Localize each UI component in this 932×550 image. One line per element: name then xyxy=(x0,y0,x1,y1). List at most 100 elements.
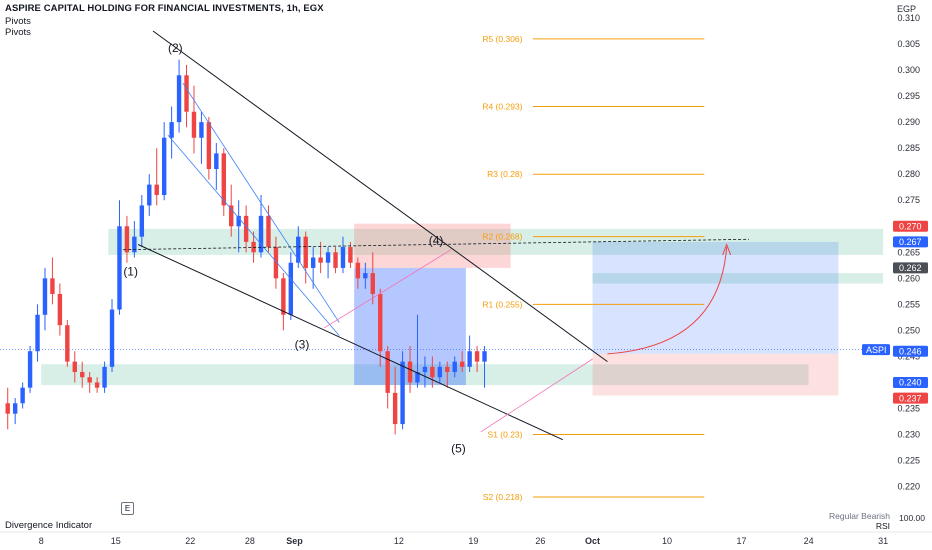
candle-body xyxy=(5,403,10,414)
time-tick-label: 24 xyxy=(804,536,814,546)
price-tick-label: 0.300 xyxy=(897,65,920,75)
price-tag-label: 0.270 xyxy=(899,222,922,232)
indicator-label-pivots-2[interactable]: Pivots xyxy=(5,27,31,38)
time-tick-label: 28 xyxy=(245,536,255,546)
candle-body xyxy=(27,351,33,388)
candle-body xyxy=(229,205,234,227)
pivot-label: R1 (0.255) xyxy=(482,299,522,309)
zones-layer xyxy=(0,223,884,396)
wave-label: (1) xyxy=(123,265,138,279)
candle-body xyxy=(258,215,264,253)
candle-body xyxy=(415,372,420,383)
pivot-label: S1 (0.23) xyxy=(488,430,523,440)
candle-body xyxy=(102,366,107,388)
candle-body xyxy=(42,278,48,315)
candle-body xyxy=(251,241,256,253)
price-tag xyxy=(893,262,928,274)
price-tick-label: 0.265 xyxy=(897,247,920,257)
candle-body xyxy=(467,351,472,367)
candle-body xyxy=(348,247,353,263)
time-tick-label: 17 xyxy=(737,536,747,546)
candle-body xyxy=(318,257,323,263)
channel-upper xyxy=(182,82,340,323)
price-tick-label: 0.260 xyxy=(897,273,920,283)
candle-body xyxy=(109,309,115,367)
candle-body xyxy=(474,351,480,362)
candle-body xyxy=(35,314,40,352)
candle-body xyxy=(132,236,137,253)
rsi-legend: Regular Bearish RSI xyxy=(829,511,890,531)
falling-wedge-upper xyxy=(152,30,608,363)
wave-label: (5) xyxy=(451,442,466,456)
price-axis[interactable]: 0.2200.2250.2300.2350.2400.2450.2500.255… xyxy=(897,13,920,492)
symbol-tag xyxy=(862,344,890,356)
candle-body xyxy=(184,75,189,112)
candle-body xyxy=(221,153,226,206)
candle-body xyxy=(325,252,331,263)
price-tag xyxy=(893,236,928,248)
wave-label: (2) xyxy=(168,41,183,55)
candle-body xyxy=(199,122,204,138)
candle-body xyxy=(452,361,457,373)
rsi-axis-value: 100.00 xyxy=(899,513,925,523)
candle-body xyxy=(273,247,279,279)
price-tag xyxy=(893,345,928,357)
time-axis[interactable]: 8 15 22 28 Sep 12 19 26 Oct 10 17 24 31 xyxy=(0,531,932,546)
price-tick-label: 0.305 xyxy=(897,39,920,49)
candle-body xyxy=(333,252,338,268)
candle-body xyxy=(80,372,85,378)
candle-body xyxy=(169,122,174,138)
price-tick-label: 0.255 xyxy=(897,299,920,309)
candle-body xyxy=(296,236,301,263)
channel-lower xyxy=(167,134,340,336)
time-tick-label: Sep xyxy=(286,536,303,546)
price-tag xyxy=(893,392,928,404)
resistance-zone-upper xyxy=(108,228,884,255)
price-tag xyxy=(893,220,928,232)
time-tick-label: 26 xyxy=(535,536,545,546)
candle-body xyxy=(378,293,383,352)
wave-label: (3) xyxy=(295,338,310,352)
candle-body xyxy=(12,403,18,414)
candle-body xyxy=(87,377,92,383)
price-tags-layer: 0.270 0.267 0.262 0.246 0.240 0.237 ASPI xyxy=(862,220,928,404)
currency-label: EGP xyxy=(897,4,917,14)
candle-body xyxy=(161,137,167,196)
candle-body xyxy=(236,215,241,227)
time-tick-label: 12 xyxy=(394,536,404,546)
price-tick-label: 0.225 xyxy=(897,456,920,466)
falling-wedge-lower xyxy=(137,244,563,441)
rising-support-2 xyxy=(480,358,593,433)
candle-body xyxy=(310,257,316,268)
price-tick-label: 0.280 xyxy=(897,169,920,179)
candle-body xyxy=(363,273,368,279)
pivot-label: R2 (0.268) xyxy=(482,232,522,242)
candle-body xyxy=(385,351,390,393)
candle-body xyxy=(281,278,286,315)
price-tag-label: 0.262 xyxy=(899,263,922,273)
indicator-label-pivots[interactable]: Pivots xyxy=(5,16,31,27)
price-tick-label: 0.230 xyxy=(897,430,920,440)
candle-body xyxy=(154,184,159,196)
projection-arrowhead xyxy=(722,243,732,256)
price-tick-label: 0.310 xyxy=(897,13,920,23)
candle-body xyxy=(117,226,122,310)
time-tick-label: 31 xyxy=(878,536,888,546)
candle-body xyxy=(214,153,219,169)
earnings-marker-button[interactable]: E xyxy=(121,502,134,515)
candle-body xyxy=(400,361,405,425)
candle-body xyxy=(303,236,308,268)
resistance-zone-small xyxy=(592,273,884,284)
candle-body xyxy=(392,392,398,425)
price-tag xyxy=(893,376,928,388)
divergence-indicator-label[interactable]: Divergence Indicator xyxy=(5,520,93,531)
price-tag-label: 0.267 xyxy=(899,237,922,247)
candle-body xyxy=(445,366,450,373)
time-tick-label: 10 xyxy=(662,536,672,546)
candle-body xyxy=(50,278,55,294)
candle-body xyxy=(124,226,130,253)
rsi-label: RSI xyxy=(875,521,890,531)
pivot-label: R4 (0.293) xyxy=(482,102,522,112)
trendlines-layer xyxy=(123,30,750,441)
